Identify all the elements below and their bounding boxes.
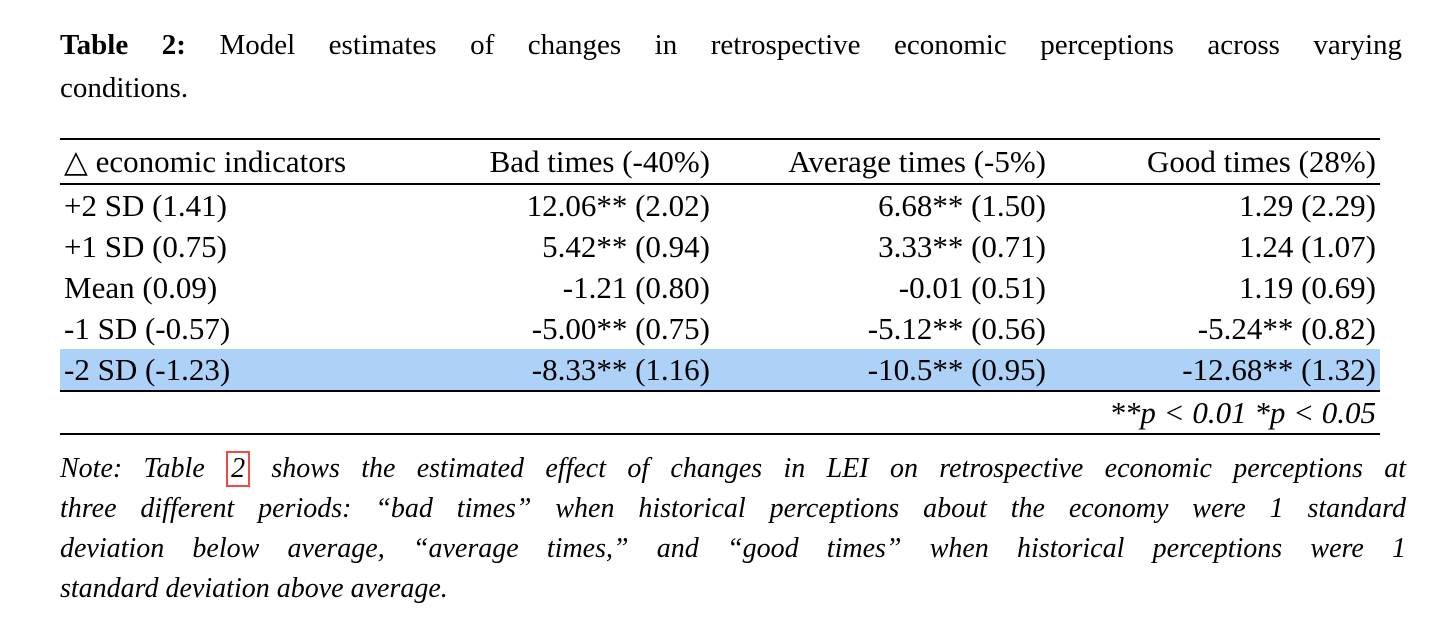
col-header-good-times: Good times (28%) [1146, 144, 1376, 179]
caption-text: Model estimates of changes in retrospect… [219, 29, 1402, 61]
cell-good-times: -12.68** (1.32) [1182, 352, 1376, 387]
cell-average-times: 3.33** (0.71) [878, 229, 1046, 264]
col-header-bad-times: Bad times (-40%) [489, 144, 710, 179]
note-line-1: Note: Table 2 shows the estimated effect… [60, 449, 1406, 489]
estimates-table: △ economic indicators Bad times (-40%) A… [60, 138, 1380, 435]
significance-row: **p < 0.01 *p < 0.05 [60, 391, 1380, 434]
table-caption: Table 2: Model estimates of changes in r… [60, 24, 1402, 110]
significance-note: **p < 0.01 *p < 0.05 [1109, 395, 1376, 430]
table-row-plus-1sd: +1 SD (0.75) 5.42** (0.94) 3.33** (0.71)… [60, 226, 1380, 267]
cell-average-times: -10.5** (0.95) [867, 352, 1046, 387]
note-paragraph: Note: Table 2 shows the estimated effect… [60, 449, 1406, 609]
cell-good-times: 1.19 (0.69) [1239, 270, 1376, 305]
cell-indicator: -2 SD (-1.23) [64, 352, 231, 387]
cell-bad-times: -8.33** (1.16) [531, 352, 710, 387]
caption-line-2: conditions. [60, 72, 189, 104]
cell-bad-times: 5.42** (0.94) [542, 229, 710, 264]
cell-good-times: 1.29 (2.29) [1239, 188, 1376, 223]
note-line-4: standard deviation above average. [60, 573, 448, 604]
table-row-mean: Mean (0.09) -1.21 (0.80) -0.01 (0.51) 1.… [60, 267, 1380, 308]
col-header-economic-indicators: △ economic indicators [64, 144, 347, 179]
col-header-average-times: Average times (-5%) [788, 144, 1046, 179]
caption-label: Table 2: [60, 29, 186, 61]
header-row: △ economic indicators Bad times (-40%) A… [60, 139, 1380, 184]
table-row-minus-1sd: -1 SD (-0.57) -5.00** (0.75) -5.12** (0.… [60, 308, 1380, 349]
cell-indicator: Mean (0.09) [64, 270, 218, 305]
cell-indicator: +1 SD (0.75) [64, 229, 228, 264]
cell-indicator: +2 SD (1.41) [64, 188, 228, 223]
cell-average-times: -5.12** (0.56) [867, 311, 1046, 346]
cell-average-times: 6.68** (1.50) [878, 188, 1046, 223]
note-line-3: deviation below average, “average times,… [60, 533, 1406, 564]
cell-average-times: -0.01 (0.51) [898, 270, 1046, 305]
note-line-1-pre: Note: Table [60, 453, 205, 484]
note-line-2: three different periods: “bad times” whe… [60, 493, 1406, 524]
cell-indicator: -1 SD (-0.57) [64, 311, 231, 346]
cell-bad-times: 12.06** (2.02) [526, 188, 710, 223]
page: Table 2: Model estimates of changes in r… [60, 24, 1406, 609]
table-row-plus-2sd: +2 SD (1.41) 12.06** (2.02) 6.68** (1.50… [60, 184, 1380, 226]
cell-bad-times: -5.00** (0.75) [531, 311, 710, 346]
cell-good-times: 1.24 (1.07) [1239, 229, 1376, 264]
cell-good-times: -5.24** (0.82) [1197, 311, 1376, 346]
table-row-minus-2sd-highlighted: -2 SD (-1.23) -8.33** (1.16) -10.5** (0.… [60, 349, 1380, 391]
caption-line-1: Table 2: Model estimates of changes in r… [60, 24, 1402, 67]
table-ref-link[interactable]: 2 [226, 451, 251, 487]
note-line-1-post: shows the estimated effect of changes in… [271, 453, 1406, 484]
cell-bad-times: -1.21 (0.80) [562, 270, 710, 305]
